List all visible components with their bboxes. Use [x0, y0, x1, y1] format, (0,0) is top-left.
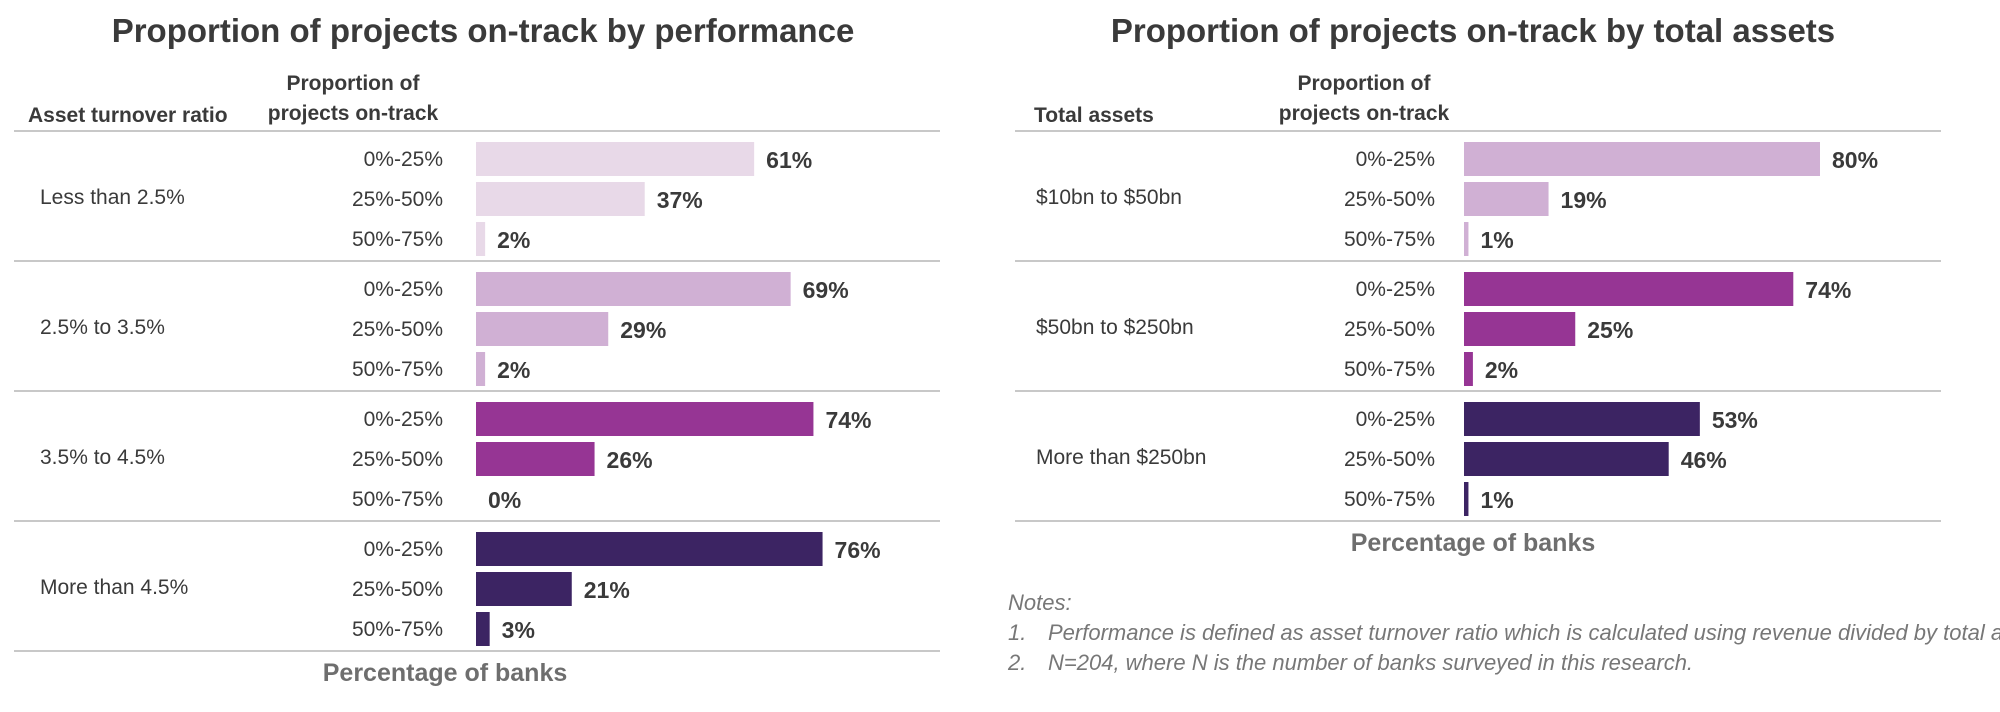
category-label: 25%-50% — [352, 578, 443, 601]
bar — [1464, 272, 1794, 306]
data-label: 26% — [607, 447, 653, 473]
data-label: 53% — [1712, 407, 1758, 433]
note-number: 2. — [1008, 650, 1027, 675]
category-label: 25%-50% — [1344, 448, 1435, 471]
bar — [1464, 482, 1469, 516]
notes: Notes: 1. Performance is defined as asse… — [1008, 588, 2000, 678]
data-label: 25% — [1587, 317, 1633, 343]
bar — [476, 142, 755, 176]
data-label: 1% — [1480, 487, 1513, 513]
category-label: 50%-75% — [352, 488, 443, 511]
category-label: 0%-25% — [1356, 148, 1435, 171]
x-axis-label: Percentage of banks — [323, 659, 568, 687]
group-label: More than $250bn — [1036, 446, 1206, 469]
category-label: 25%-50% — [1344, 188, 1435, 211]
group-label: Less than 2.5% — [40, 186, 185, 209]
data-label: 37% — [657, 187, 703, 213]
bar — [476, 352, 486, 386]
data-label: 2% — [497, 357, 530, 383]
data-label: 74% — [825, 407, 871, 433]
category-label: 0%-25% — [364, 408, 443, 431]
category-column-header: projects on-track — [268, 102, 439, 125]
bar — [476, 532, 823, 566]
data-label: 61% — [766, 147, 812, 173]
note-number: 1. — [1008, 620, 1027, 645]
category-label: 25%-50% — [1344, 318, 1435, 341]
bar — [1464, 182, 1549, 216]
bar — [1464, 352, 1473, 386]
group-label: $50bn to $250bn — [1036, 316, 1194, 339]
data-label: 76% — [835, 537, 881, 563]
data-label: 2% — [1485, 357, 1518, 383]
data-label: 3% — [502, 617, 535, 643]
category-label: 50%-75% — [1344, 488, 1435, 511]
group-label: 3.5% to 4.5% — [40, 446, 165, 469]
data-label: 19% — [1561, 187, 1607, 213]
bar — [476, 402, 814, 436]
category-label: 50%-75% — [352, 618, 443, 641]
data-label: 0% — [488, 487, 521, 513]
category-label: 50%-75% — [352, 358, 443, 381]
chart-total-assets-svg: Proportion of projects on-track by total… — [1015, 12, 1941, 557]
data-label: 80% — [1832, 147, 1878, 173]
bar — [476, 312, 609, 346]
x-axis-label: Percentage of banks — [1351, 529, 1596, 557]
category-column-header: projects on-track — [1279, 102, 1450, 125]
data-label: 69% — [803, 277, 849, 303]
category-label: 0%-25% — [364, 148, 443, 171]
category-label: 50%-75% — [1344, 358, 1435, 381]
chart-performance-svg: Proportion of projects on-track by perfo… — [14, 12, 940, 687]
category-label: 0%-25% — [1356, 408, 1435, 431]
category-label: 50%-75% — [1344, 228, 1435, 251]
bar — [1464, 142, 1820, 176]
bar — [476, 572, 572, 606]
notes-heading: Notes: — [1008, 590, 1072, 615]
bar — [476, 612, 490, 646]
group-column-header: Total assets — [1034, 104, 1154, 127]
chart-title: Proportion of projects on-track by perfo… — [112, 12, 855, 49]
category-column-header: Proportion of — [1298, 72, 1432, 95]
chart-total-assets: Proportion of projects on-track by total… — [1000, 0, 2000, 707]
data-label: 74% — [1805, 277, 1851, 303]
note-item-2: 2. N=204, where N is the number of banks… — [1008, 648, 1998, 678]
bar — [476, 182, 645, 216]
bar — [1464, 442, 1669, 476]
group-label: 2.5% to 3.5% — [40, 316, 165, 339]
bar — [1464, 222, 1469, 256]
data-label: 2% — [497, 227, 530, 253]
note-text: Performance is defined as asset turnover… — [1048, 620, 2000, 645]
group-column-header: Asset turnover ratio — [28, 104, 228, 127]
chart-title: Proportion of projects on-track by total… — [1111, 12, 1835, 49]
category-label: 25%-50% — [352, 188, 443, 211]
bar — [1464, 402, 1700, 436]
data-label: 1% — [1480, 227, 1513, 253]
category-label: 25%-50% — [352, 448, 443, 471]
category-label: 0%-25% — [364, 538, 443, 561]
category-label: 50%-75% — [352, 228, 443, 251]
data-label: 46% — [1681, 447, 1727, 473]
chart-performance: Proportion of projects on-track by perfo… — [0, 0, 960, 707]
category-label: 0%-25% — [1356, 278, 1435, 301]
bar — [476, 272, 791, 306]
data-label: 29% — [620, 317, 666, 343]
bar — [476, 222, 486, 256]
note-text: N=204, where N is the number of banks su… — [1048, 650, 1694, 675]
category-label: 0%-25% — [364, 278, 443, 301]
bar — [1464, 312, 1576, 346]
note-item-1: 1. Performance is defined as asset turno… — [1008, 618, 2000, 648]
data-label: 21% — [584, 577, 630, 603]
category-column-header: Proportion of — [287, 72, 421, 95]
group-label: More than 4.5% — [40, 576, 188, 599]
category-label: 25%-50% — [352, 318, 443, 341]
group-label: $10bn to $50bn — [1036, 186, 1182, 209]
bar — [476, 442, 595, 476]
